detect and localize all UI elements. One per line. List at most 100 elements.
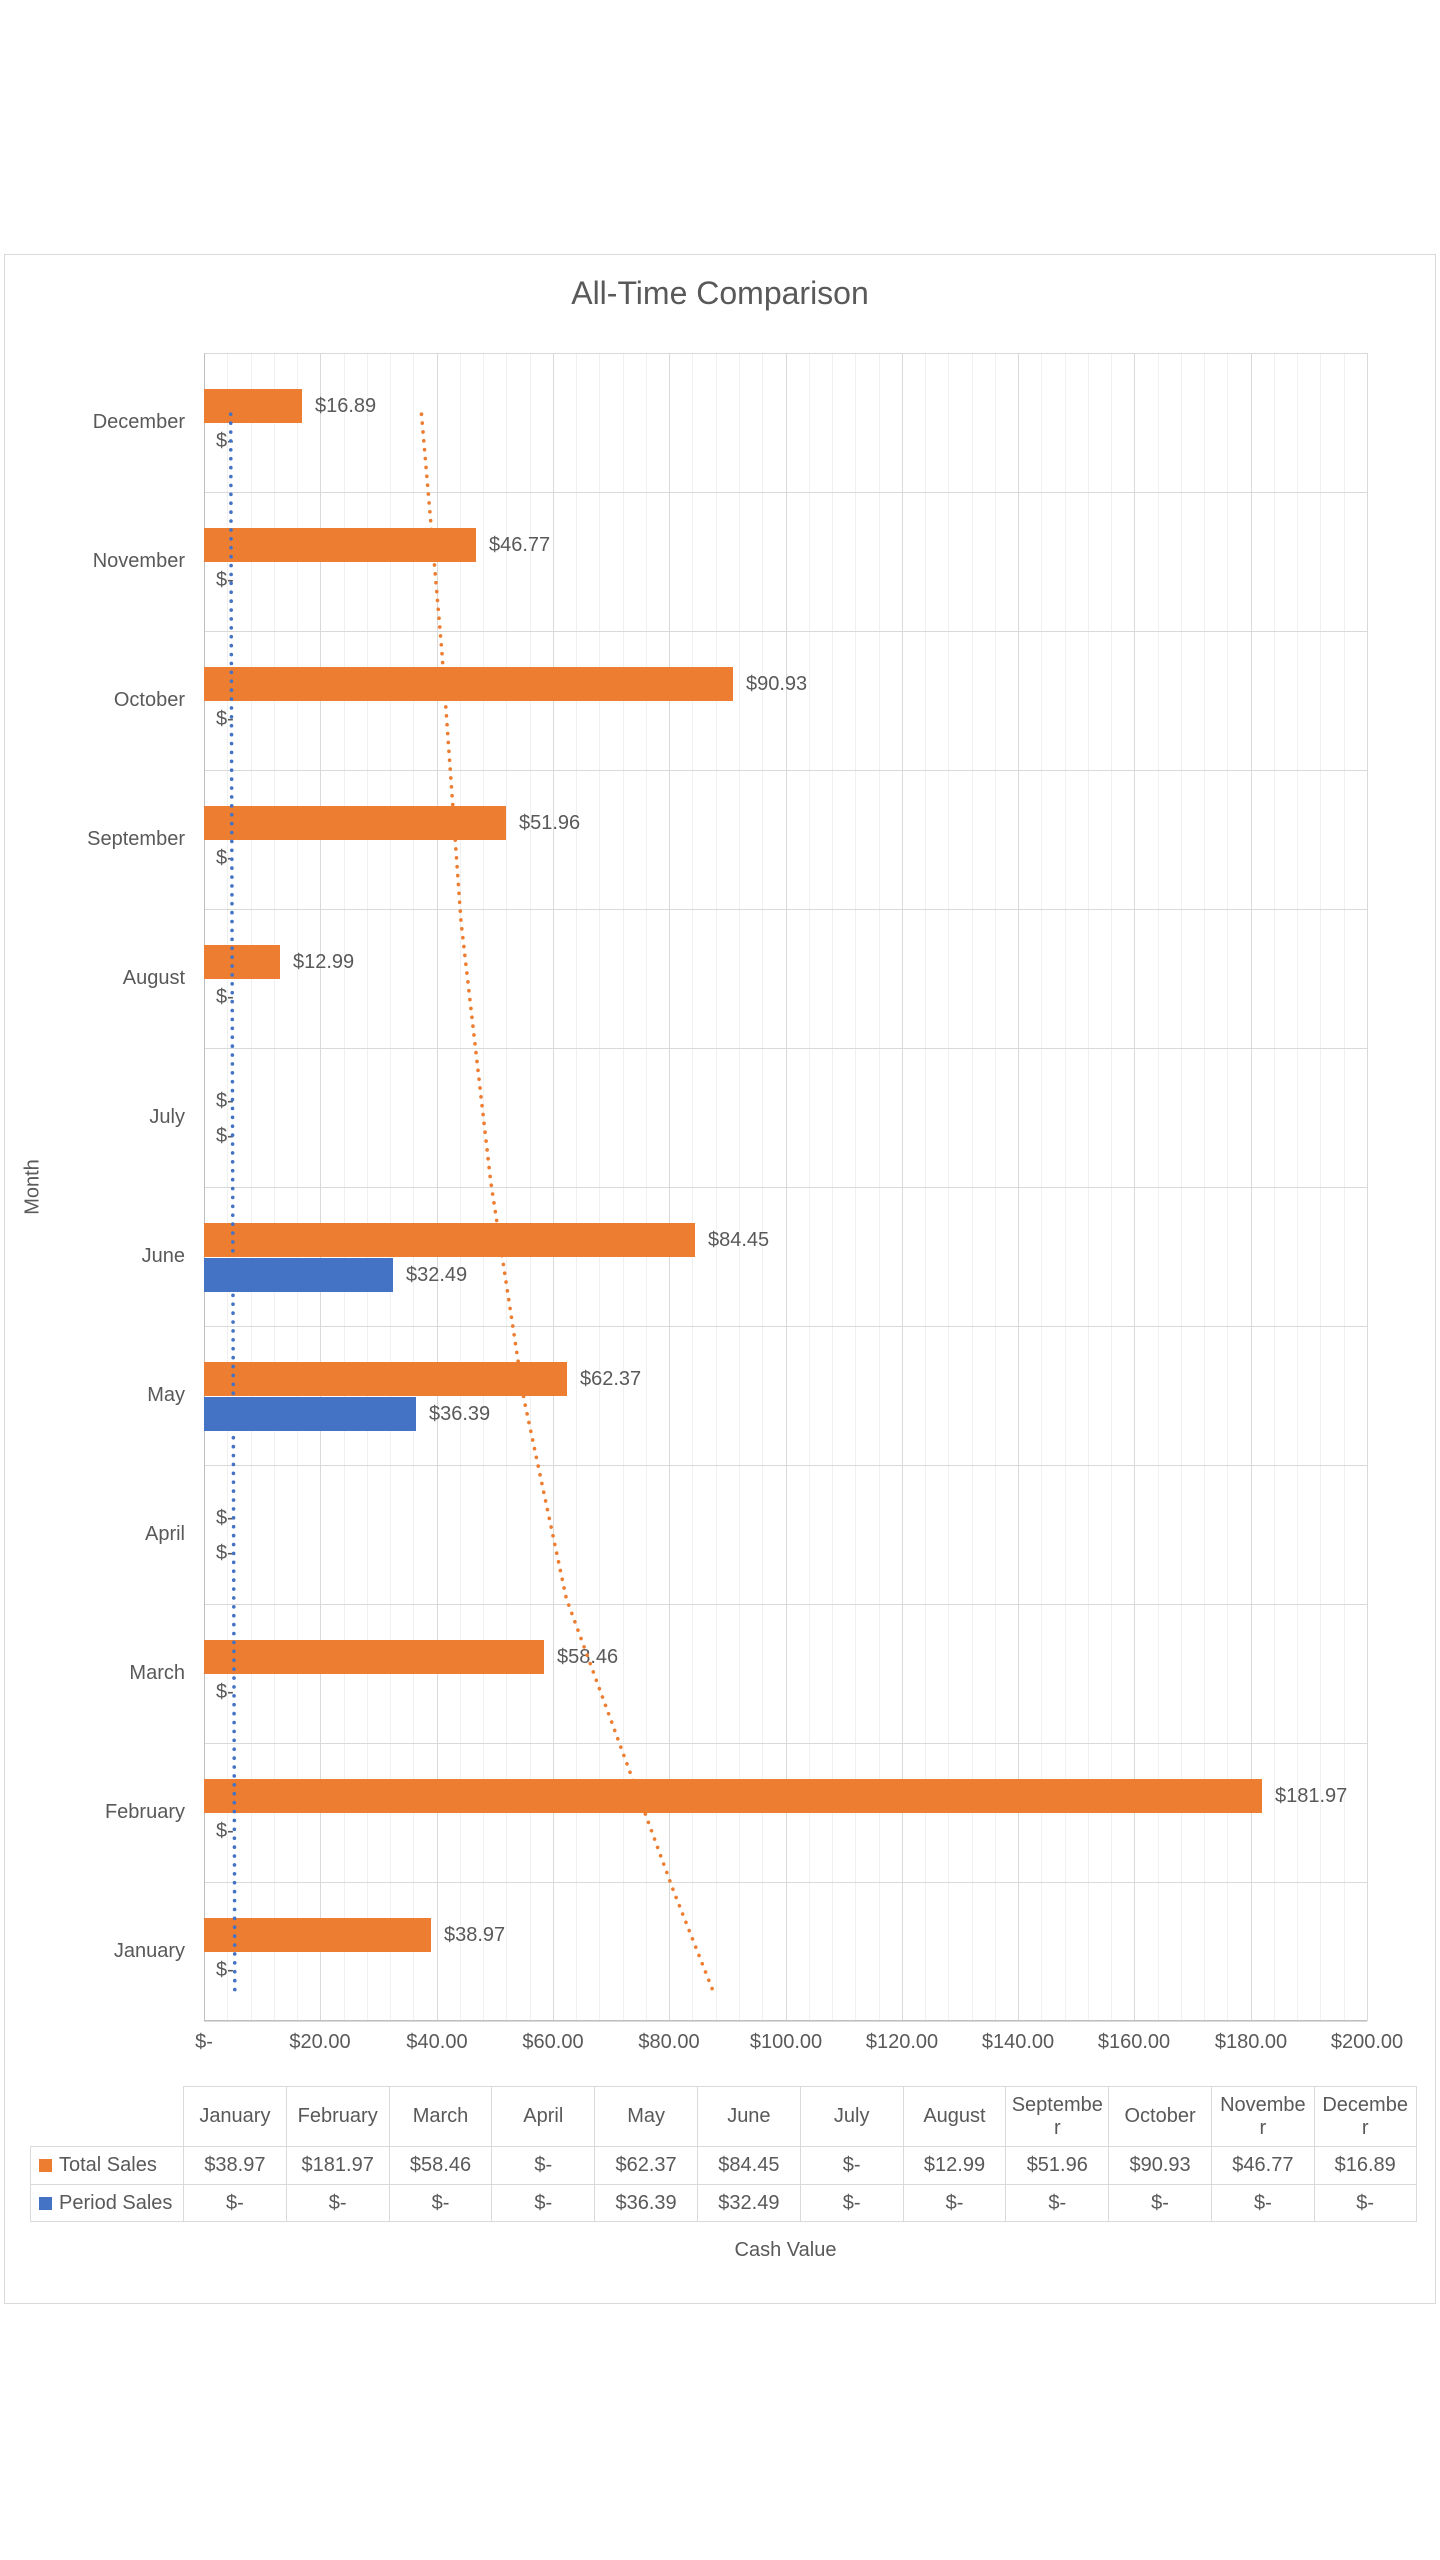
table-cell-period-sales-August: $- <box>902 2184 1006 2222</box>
table-cell-total-sales-July: $- <box>799 2146 903 2184</box>
category-gridline <box>204 631 1367 632</box>
table-cell-period-sales-May: $36.39 <box>594 2184 697 2222</box>
table-cell-total-sales-February: $181.97 <box>285 2146 389 2184</box>
data-label-total-sales-July: $- <box>216 1090 234 1112</box>
table-header-May: May <box>594 2086 697 2146</box>
data-label-total-sales-January: $38.97 <box>444 1924 506 1946</box>
category-gridline <box>204 909 1367 910</box>
plot-area: $16.89 $- $46.77 $- $90.93 $- $51.96 $- $12.99 $-… <box>204 353 1368 2022</box>
data-label-period-sales-January: $- <box>216 1959 234 1981</box>
chart-frame: All-Time Comparison Month December Novemb… <box>4 254 1436 2304</box>
major-gridline <box>1367 353 1368 2021</box>
x-tick-5: $100.00 <box>749 2031 823 2053</box>
table-cell-period-sales-June: $32.49 <box>696 2184 800 2222</box>
table-cell-period-sales-April: $- <box>491 2184 595 2222</box>
category-gridline <box>204 1187 1367 1188</box>
x-tick-6: $120.00 <box>865 2031 939 2053</box>
y-axis-label-August: August <box>122 967 185 989</box>
data-label-total-sales-September: $51.96 <box>519 812 581 834</box>
x-tick-1: $20.00 <box>289 2031 351 2053</box>
y-axis-label-January: January <box>113 1940 185 1962</box>
data-label-total-sales-February: $181.97 <box>1275 1785 1348 1807</box>
data-label-period-sales-February: $- <box>216 1820 234 1842</box>
table-header-February: February <box>285 2086 389 2146</box>
data-label-period-sales-April: $- <box>216 1542 234 1564</box>
y-axis-label-June: June <box>141 1245 185 1267</box>
data-label-total-sales-April: $- <box>216 1507 234 1529</box>
table-cell-total-sales-November: $46.77 <box>1210 2146 1314 2184</box>
x-tick-0: $- <box>195 2031 213 2053</box>
data-label-total-sales-December: $16.89 <box>315 395 377 417</box>
data-label-total-sales-June: $84.45 <box>708 1229 770 1251</box>
table-header-January: January <box>183 2086 286 2146</box>
table-cell-period-sales-February: $- <box>285 2184 389 2222</box>
data-label-total-sales-November: $46.77 <box>489 534 551 556</box>
table-cell-total-sales-October: $90.93 <box>1108 2146 1211 2184</box>
table-cell-period-sales-July: $- <box>799 2184 903 2222</box>
legend-swatch-total-sales <box>39 2159 52 2172</box>
period-sales-bar-May <box>204 1397 416 1431</box>
legend-label: Total Sales <box>59 2154 157 2176</box>
category-axis-line <box>204 2020 1367 2021</box>
table-header-September: Septembe r <box>1005 2086 1109 2146</box>
y-axis-label-December: December <box>92 411 185 433</box>
table-cell-total-sales-May: $62.37 <box>594 2146 697 2184</box>
x-tick-2: $40.00 <box>406 2031 468 2053</box>
trendline-total-sales <box>419 412 715 1993</box>
data-label-total-sales-August: $12.99 <box>293 951 355 973</box>
total-sales-bar-June <box>204 1223 695 1257</box>
category-gridline <box>204 1604 1367 1605</box>
x-tick-8: $160.00 <box>1097 2031 1171 2053</box>
x-tick-4: $80.00 <box>638 2031 700 2053</box>
legend-swatch-period-sales <box>39 2196 52 2210</box>
category-gridline <box>204 492 1367 493</box>
table-cell-period-sales-September: $- <box>1005 2184 1109 2222</box>
data-label-period-sales-September: $- <box>216 847 234 869</box>
x-tick-9: $180.00 <box>1214 2031 1288 2053</box>
table-cell-period-sales-March: $- <box>388 2184 492 2222</box>
trendlines-overlay <box>228 412 715 1993</box>
trendline-period-sales <box>228 412 237 1993</box>
table-cell-total-sales-April: $- <box>491 2146 595 2184</box>
category-axis-labels: December November October September August Ju… <box>5 353 193 2021</box>
total-sales-bar-December <box>204 389 302 423</box>
table-cell-total-sales-January: $38.97 <box>183 2146 286 2184</box>
table-header-July: July <box>799 2086 903 2146</box>
data-label-total-sales-October: $90.93 <box>746 673 808 695</box>
category-gridline <box>204 1743 1367 1744</box>
total-sales-bar-October <box>204 667 733 701</box>
category-gridline <box>204 1326 1367 1327</box>
data-label-period-sales-December: $- <box>216 430 234 452</box>
table-header-November: Novembe r <box>1210 2086 1314 2146</box>
legend-key-total-sales: Total Sales <box>30 2146 183 2184</box>
y-axis-label-April: April <box>144 1523 185 1545</box>
table-cell-period-sales-December: $- <box>1313 2184 1417 2222</box>
table-cell-total-sales-December: $16.89 <box>1313 2146 1417 2184</box>
table-cell-period-sales-January: $- <box>183 2184 286 2222</box>
table-cell-total-sales-August: $12.99 <box>902 2146 1006 2184</box>
data-label-total-sales-May: $62.37 <box>580 1368 642 1390</box>
x-tick-10: $200.00 <box>1330 2031 1404 2053</box>
value-axis-line <box>204 353 205 2021</box>
x-tick-7: $140.00 <box>981 2031 1055 2053</box>
x-tick-3: $60.00 <box>522 2031 584 2053</box>
y-axis-label-March: March <box>129 1662 185 1684</box>
table-header-March: March <box>388 2086 492 2146</box>
data-label-period-sales-October: $- <box>216 708 234 730</box>
chart-title: All-Time Comparison <box>571 275 869 311</box>
y-axis-label-July: July <box>149 1106 185 1128</box>
data-label-period-sales-August: $- <box>216 986 234 1008</box>
total-sales-bar-February <box>204 1779 1262 1813</box>
y-axis-label-October: October <box>113 689 185 711</box>
table-cell-total-sales-June: $84.45 <box>696 2146 800 2184</box>
value-axis-labels: $- $20.00 $40.00 $60.00 $80.00 $100.00 $120.00… <box>5 2031 1435 2061</box>
category-gridline <box>204 1882 1367 1883</box>
category-gridline <box>204 353 1367 354</box>
category-gridline <box>204 770 1367 771</box>
table-cell-total-sales-March: $58.46 <box>388 2146 492 2184</box>
legend-label: Period Sales <box>59 2191 173 2214</box>
table-cell-total-sales-September: $51.96 <box>1005 2146 1109 2184</box>
x-axis-title: Cash Value <box>734 2239 837 2261</box>
total-sales-bar-January <box>204 1918 431 1952</box>
